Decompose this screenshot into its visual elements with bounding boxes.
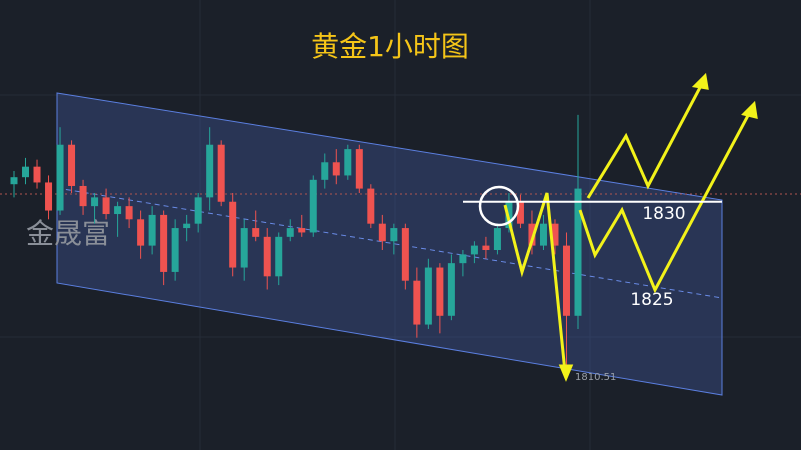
candle-body xyxy=(33,166,41,183)
level-label: 1825 xyxy=(630,290,673,310)
candle-body xyxy=(183,223,191,229)
candle-body xyxy=(436,267,444,316)
candle-body xyxy=(22,166,30,178)
low-label: 1810.51 xyxy=(575,372,616,383)
candle-body xyxy=(125,206,133,220)
path-arrow xyxy=(578,107,754,294)
candle-body xyxy=(252,228,260,237)
level-label: 1830 xyxy=(642,204,685,224)
arrow-head xyxy=(558,364,574,382)
candle-body xyxy=(344,149,352,176)
channel-midline xyxy=(56,187,723,299)
candle-body xyxy=(447,263,455,316)
arrows xyxy=(503,72,758,382)
candle-body xyxy=(470,245,478,255)
candle-body xyxy=(321,162,329,180)
candle-body xyxy=(413,280,421,325)
candle-body xyxy=(332,162,340,176)
path-arrow xyxy=(503,192,567,373)
candle-body xyxy=(206,144,214,198)
candle-body xyxy=(355,149,363,189)
candle-body xyxy=(148,214,156,246)
arrow-head xyxy=(691,72,709,90)
candle-body xyxy=(68,144,76,186)
candle-body xyxy=(390,228,398,242)
candle-body xyxy=(275,236,283,277)
candle-body xyxy=(401,228,409,281)
candle-body xyxy=(516,201,524,224)
candle-body xyxy=(102,197,110,215)
candle-body xyxy=(562,245,570,316)
candle-body xyxy=(79,185,87,207)
candle-body xyxy=(378,223,386,242)
candle-body xyxy=(91,197,99,207)
candle-body xyxy=(424,267,432,325)
candles xyxy=(10,114,582,373)
candle-body xyxy=(367,188,375,224)
path-arrow xyxy=(586,77,707,199)
candle-body xyxy=(160,214,168,272)
candle-body xyxy=(229,201,237,268)
watermark: 金晟富 xyxy=(26,217,110,250)
candle-body xyxy=(263,236,271,277)
arrow-head xyxy=(741,100,758,120)
candle-body xyxy=(137,219,145,246)
candle-body xyxy=(309,179,317,233)
candle-body xyxy=(574,188,582,316)
candle-body xyxy=(528,223,536,246)
candle-body xyxy=(240,228,248,268)
candle-body xyxy=(286,228,294,237)
candle-body xyxy=(298,228,306,233)
candle-body xyxy=(45,182,53,211)
candle-body xyxy=(194,197,202,224)
candle-body xyxy=(551,223,559,246)
candle-body xyxy=(114,206,122,215)
chart-title: 黄金1小时图 xyxy=(311,30,469,63)
candle-body xyxy=(10,177,18,185)
candle-body xyxy=(459,254,467,264)
highlight-circle xyxy=(478,185,520,227)
candle-body xyxy=(171,228,179,272)
candle-body xyxy=(217,144,225,202)
channel xyxy=(56,92,723,396)
candle-body xyxy=(539,223,547,246)
candle-body xyxy=(493,228,501,250)
candle-body xyxy=(482,245,490,250)
candle-body xyxy=(56,144,64,211)
